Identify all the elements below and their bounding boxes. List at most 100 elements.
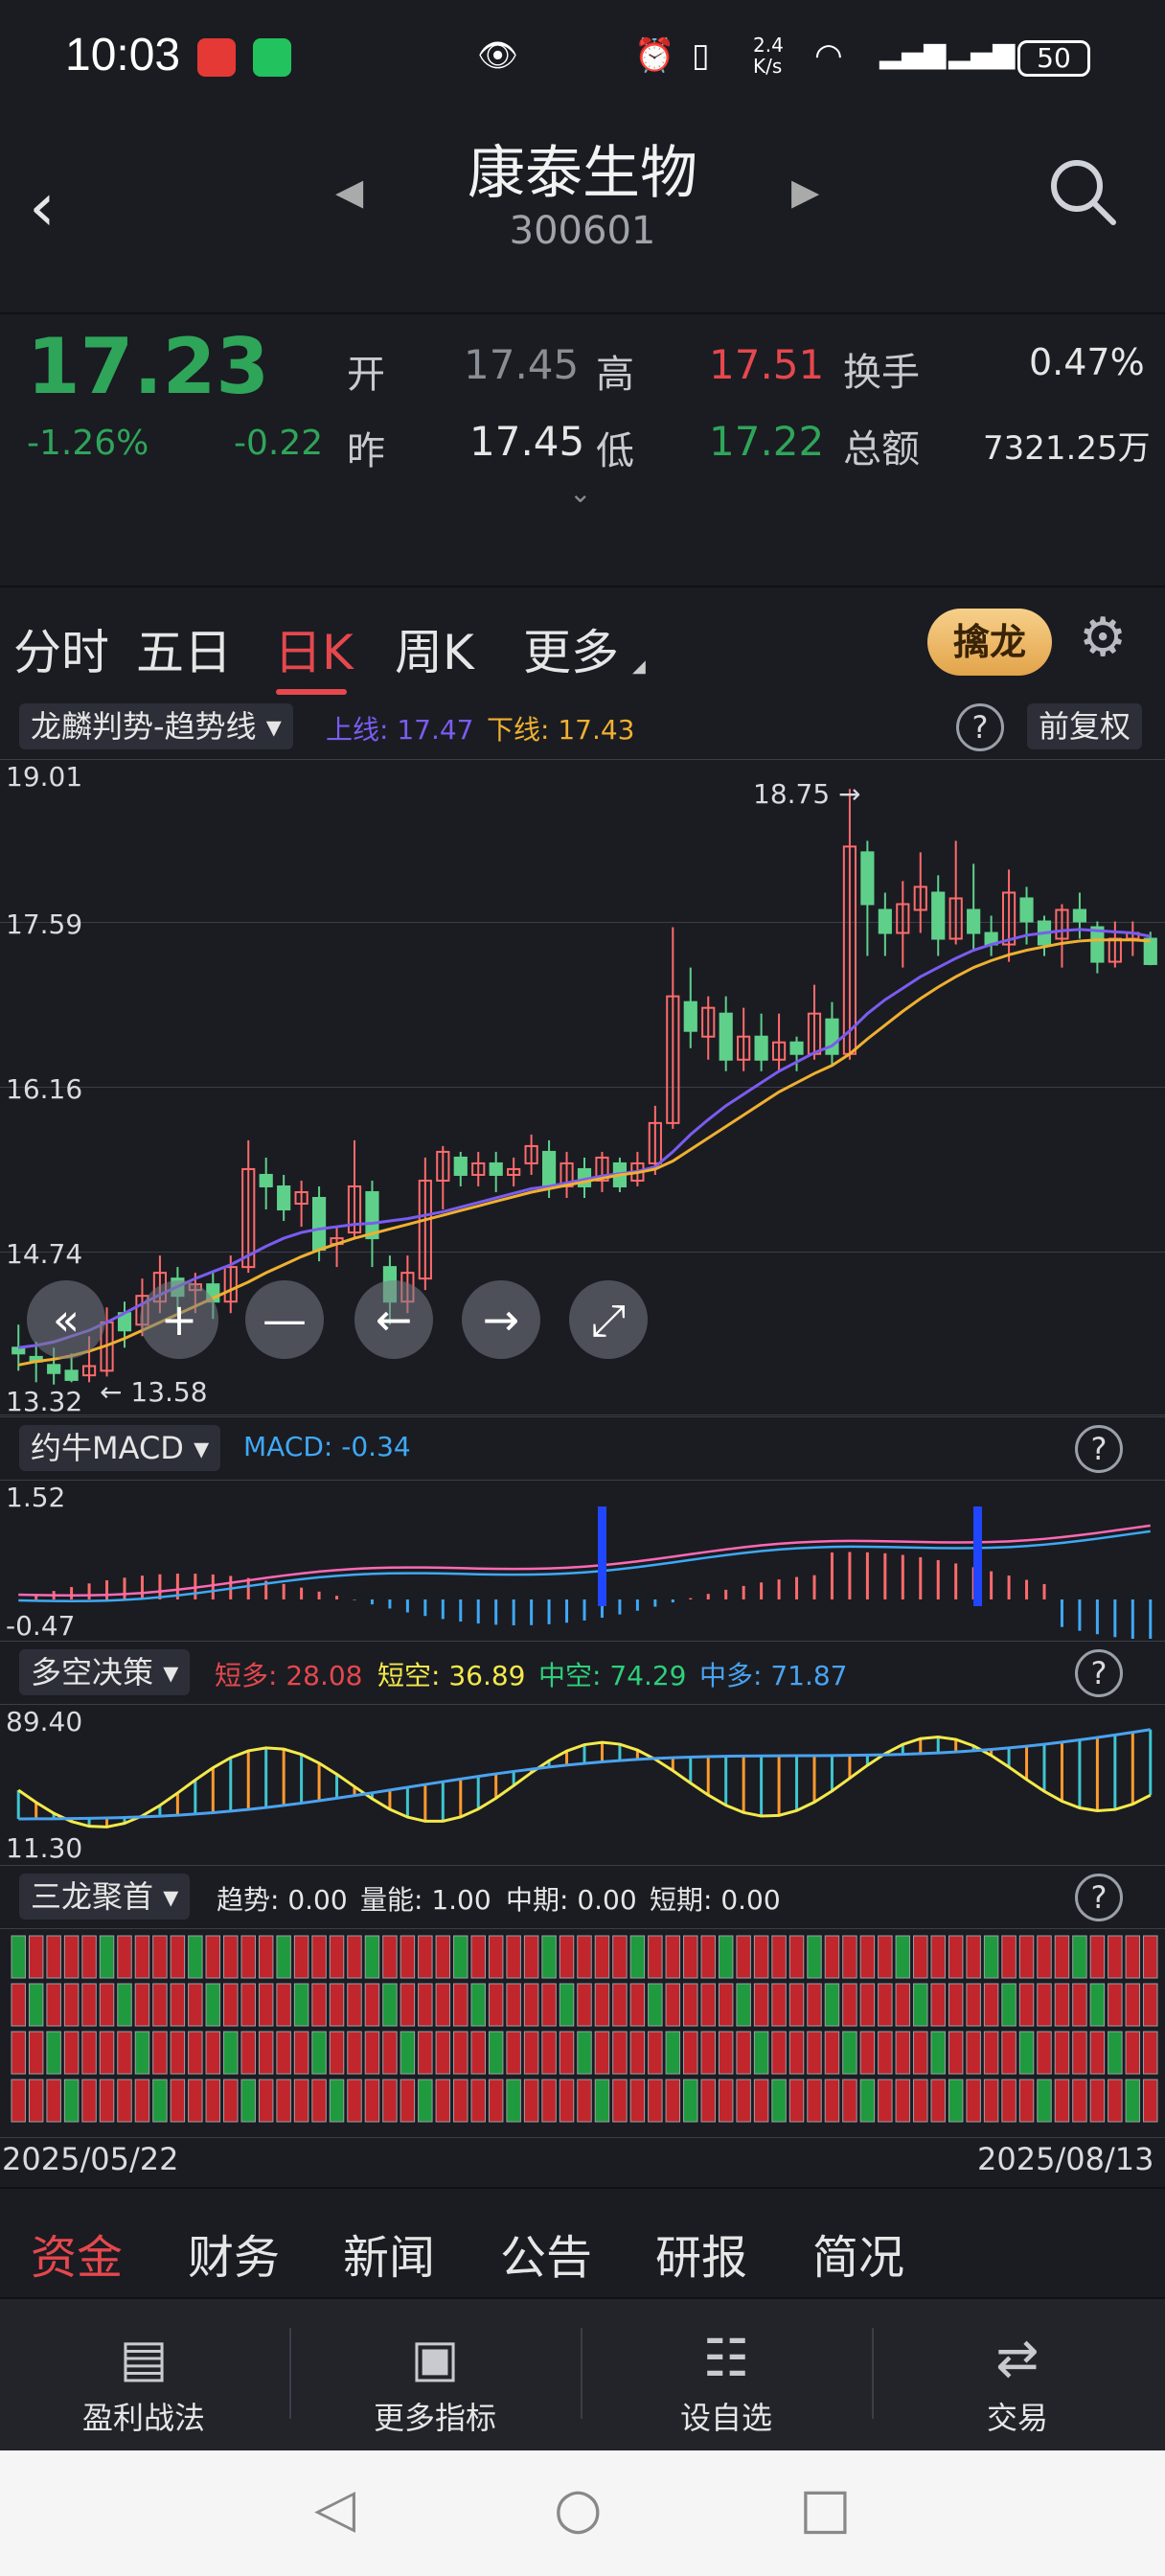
sanlong-cell	[63, 1935, 80, 1979]
sanlong-cell	[117, 1935, 132, 1979]
sanlong-cell	[311, 1935, 327, 1979]
system-back-icon[interactable]: ◁	[314, 2477, 356, 2540]
short-term-value: 短期: 0.00	[650, 1884, 781, 1916]
short-short-value: 短空: 36.89	[377, 1660, 526, 1691]
sanlong-cell	[807, 2031, 822, 2075]
tab-daily-k[interactable]: 日K	[274, 625, 354, 680]
sanlong-cell	[736, 2031, 751, 2075]
sanlong-cell	[240, 2031, 256, 2075]
macd-bar: 约牛MACD ▾ MACD: -0.34 ?	[0, 1416, 1165, 1478]
qinlong-button[interactable]: 擒龙	[927, 609, 1052, 676]
strategy-button[interactable]: ▤ 盈利战法	[0, 2328, 287, 2438]
sanlong-cell	[824, 2031, 840, 2075]
prev-close-value: 17.45	[469, 418, 585, 465]
candle-body	[471, 1162, 486, 1176]
tab-more[interactable]: 更多	[523, 625, 619, 680]
sanlong-cell	[895, 1935, 911, 1979]
settings-gear-icon[interactable]: ⚙	[1079, 607, 1128, 669]
sanlong-cell	[859, 2079, 876, 2123]
y-tick-label: 16.16	[6, 1073, 83, 1105]
candle-body	[453, 1156, 468, 1176]
sanlong-cell	[913, 1983, 928, 2027]
grid-line	[0, 1480, 1165, 1481]
sanlong-help-icon[interactable]: ?	[1075, 1874, 1123, 1921]
tab-finance[interactable]: 财务	[188, 2231, 281, 2285]
main-indicator-selector[interactable]: 龙麟判势-趋势线 ▾	[19, 703, 293, 749]
start-date: 2025/05/22	[2, 2141, 179, 2177]
candle-body	[541, 1150, 557, 1187]
sanlong-cell	[293, 1935, 309, 1979]
trade-button[interactable]: ⇄ 交易	[874, 2328, 1161, 2438]
sanlong-cell	[311, 2031, 327, 2075]
main-help-icon[interactable]: ?	[956, 703, 1004, 751]
candle-body	[1072, 908, 1087, 923]
sanlong-cell	[488, 2031, 504, 2075]
system-home-icon[interactable]: ○	[554, 2475, 603, 2541]
scroll-right-button[interactable]: →	[462, 1280, 540, 1359]
fast-back-button[interactable]: «	[27, 1280, 105, 1359]
sanlong-cell	[329, 2031, 345, 2075]
tab-five-day[interactable]: 五日	[136, 625, 232, 680]
search-icon[interactable]	[1044, 153, 1121, 230]
more-caret-icon: ◢	[632, 656, 646, 677]
sanlong-cell	[205, 2031, 221, 2075]
sanlong-cell	[683, 1935, 698, 1979]
sanlong-cell	[470, 1935, 486, 1979]
candle-body	[789, 1041, 804, 1055]
sanlong-cell	[11, 2079, 26, 2123]
zoom-in-button[interactable]: +	[140, 1280, 218, 1359]
sanlong-cell	[418, 2031, 433, 2075]
sanlong-cell	[453, 1983, 468, 2027]
sanlong-cell	[824, 1935, 840, 1979]
tab-research[interactable]: 研报	[655, 2231, 748, 2285]
macd-selector[interactable]: 约牛MACD ▾	[19, 1425, 221, 1471]
sanlong-cell	[718, 1983, 734, 2027]
next-stock-button[interactable]: ▶	[791, 171, 820, 213]
prev-stock-button[interactable]: ◀	[335, 171, 364, 213]
sanlong-bar: 三龙聚首 ▾ 趋势: 0.00 量能: 1.00 中期: 0.00 短期: 0.…	[0, 1865, 1165, 1926]
macd-help-icon[interactable]: ?	[1075, 1425, 1123, 1473]
scroll-left-button[interactable]: ←	[354, 1280, 433, 1359]
sanlong-cell	[594, 1935, 610, 1979]
watchlist-icon: ☷	[702, 2328, 750, 2388]
tab-announcements[interactable]: 公告	[500, 2231, 593, 2285]
fullscreen-button[interactable]: ⤢	[569, 1280, 648, 1359]
sanlong-cell	[966, 1983, 981, 2027]
tab-intraday[interactable]: 分时	[13, 625, 109, 680]
sanlong-cell	[559, 1935, 575, 1979]
sanlong-cell	[1037, 2031, 1052, 2075]
adjust-button[interactable]: 前复权	[1027, 703, 1143, 749]
tab-news[interactable]: 新闻	[343, 2231, 436, 2285]
add-watchlist-button[interactable]: ☷ 设自选	[582, 2328, 870, 2438]
tab-funds[interactable]: 资金	[31, 2231, 124, 2285]
sanlong-cell	[11, 2031, 26, 2075]
candle-body	[81, 1365, 97, 1377]
tab-weekly-k[interactable]: 周K	[395, 625, 474, 680]
sanlong-cell	[1018, 1983, 1035, 2027]
sanlong-cell	[506, 2031, 521, 2075]
duokong-help-icon[interactable]: ?	[1075, 1649, 1123, 1697]
system-recents-icon[interactable]: □	[799, 2475, 852, 2541]
trend-value: 趋势: 0.00	[217, 1884, 348, 1916]
sanlong-cell	[1037, 2079, 1052, 2123]
sanlong-cell	[453, 2031, 468, 2075]
candle-body	[967, 908, 981, 934]
sanlong-cell	[788, 1935, 805, 1979]
min-price-label: ← 13.58	[100, 1376, 208, 1408]
more-indicators-button[interactable]: ▣ 更多指标	[291, 2328, 579, 2438]
tab-overview[interactable]: 简况	[812, 2231, 905, 2285]
sanlong-selector[interactable]: 三龙聚首 ▾	[19, 1874, 191, 1920]
period-tabs: 分时 五日 日K 周K 更多 ◢ 擒龙 ⚙	[0, 586, 1165, 696]
expand-chevron-icon[interactable]: ⌄	[569, 477, 592, 509]
back-button[interactable]: ‹	[29, 168, 56, 246]
sanlong-cell	[506, 1983, 521, 2027]
duokong-selector[interactable]: 多空决策 ▾	[19, 1649, 191, 1695]
sanlong-cell	[1072, 2079, 1087, 2123]
sanlong-cell	[81, 2031, 97, 2075]
sanlong-cell	[629, 2031, 646, 2075]
sanlong-cell	[46, 1983, 61, 2027]
zoom-out-button[interactable]: —	[245, 1280, 324, 1359]
sanlong-cell	[1054, 2079, 1070, 2123]
candle-body	[311, 1197, 327, 1252]
candle-body	[223, 1266, 238, 1303]
